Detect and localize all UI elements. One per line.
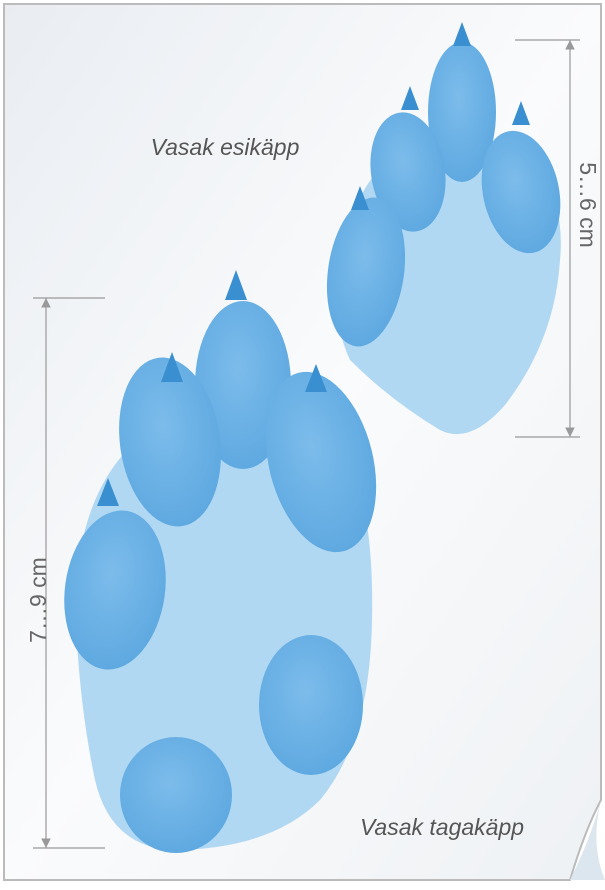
illustration: Vasak esikäpp Vasak tagakäpp 5…6 cm 7…9 … bbox=[0, 0, 605, 885]
hind-paw-label: Vasak tagakäpp bbox=[360, 814, 524, 840]
page: Vasak esikäpp Vasak tagakäpp 5…6 cm 7…9 … bbox=[0, 0, 605, 885]
hind-size-label: 7…9 cm bbox=[25, 557, 51, 643]
front-size-label: 5…6 cm bbox=[575, 162, 601, 248]
front-paw-label: Vasak esikäpp bbox=[151, 134, 300, 160]
